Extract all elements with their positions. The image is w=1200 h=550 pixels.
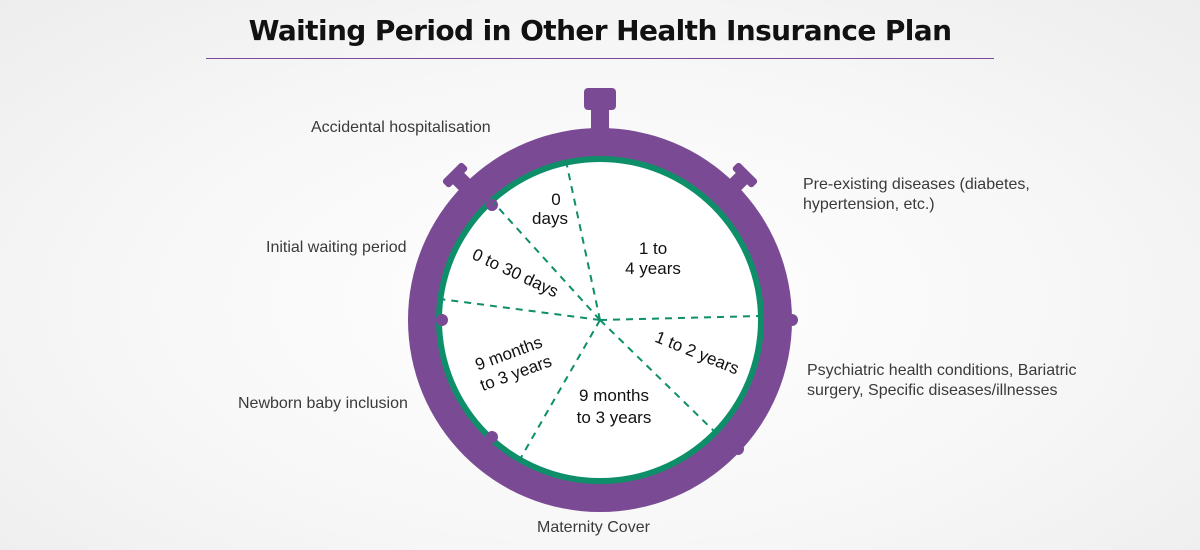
label-pre-existing-diseases: Pre-existing diseases (diabetes, hyperte… [803, 175, 1030, 215]
segment-maternity-line-1: 9 months [579, 386, 649, 405]
label-psychiatric-line-2: surgery, Specific diseases/illnesses [807, 382, 1058, 399]
segment-accidental-line-2: days [532, 209, 568, 228]
stopwatch-crown [584, 88, 616, 110]
segment-pre-existing-line-2: 4 years [625, 259, 681, 278]
segment-dividers [439, 160, 761, 462]
label-newborn-baby-inclusion: Newborn baby inclusion [238, 395, 408, 412]
segment-accidental-line-1: 0 [551, 190, 560, 209]
label-psychiatric-line-1: Psychiatric health conditions, Bariatric [807, 362, 1077, 379]
tick-dot [732, 443, 744, 455]
label-accidental-hospitalisation: Accidental hospitalisation [311, 119, 491, 136]
segment-pre-existing-line-1: 1 to [639, 239, 667, 258]
segment-maternity-line-2: to 3 years [577, 408, 652, 427]
label-maternity-cover: Maternity Cover [537, 519, 650, 536]
label-psychiatric-conditions: Psychiatric health conditions, Bariatric… [807, 361, 1076, 401]
tick-dot [786, 314, 798, 326]
stopwatch-stem [591, 106, 609, 132]
tick-dot [436, 314, 448, 326]
page-title: Waiting Period in Other Health Insurance… [248, 14, 952, 47]
tick-dot [486, 199, 498, 211]
title-divider [206, 58, 994, 59]
label-pre-existing-line-2: hypertension, etc.) [803, 196, 935, 213]
label-initial-waiting-period: Initial waiting period [266, 239, 407, 256]
label-pre-existing-line-1: Pre-existing diseases (diabetes, [803, 176, 1030, 193]
tick-dot [486, 431, 498, 443]
